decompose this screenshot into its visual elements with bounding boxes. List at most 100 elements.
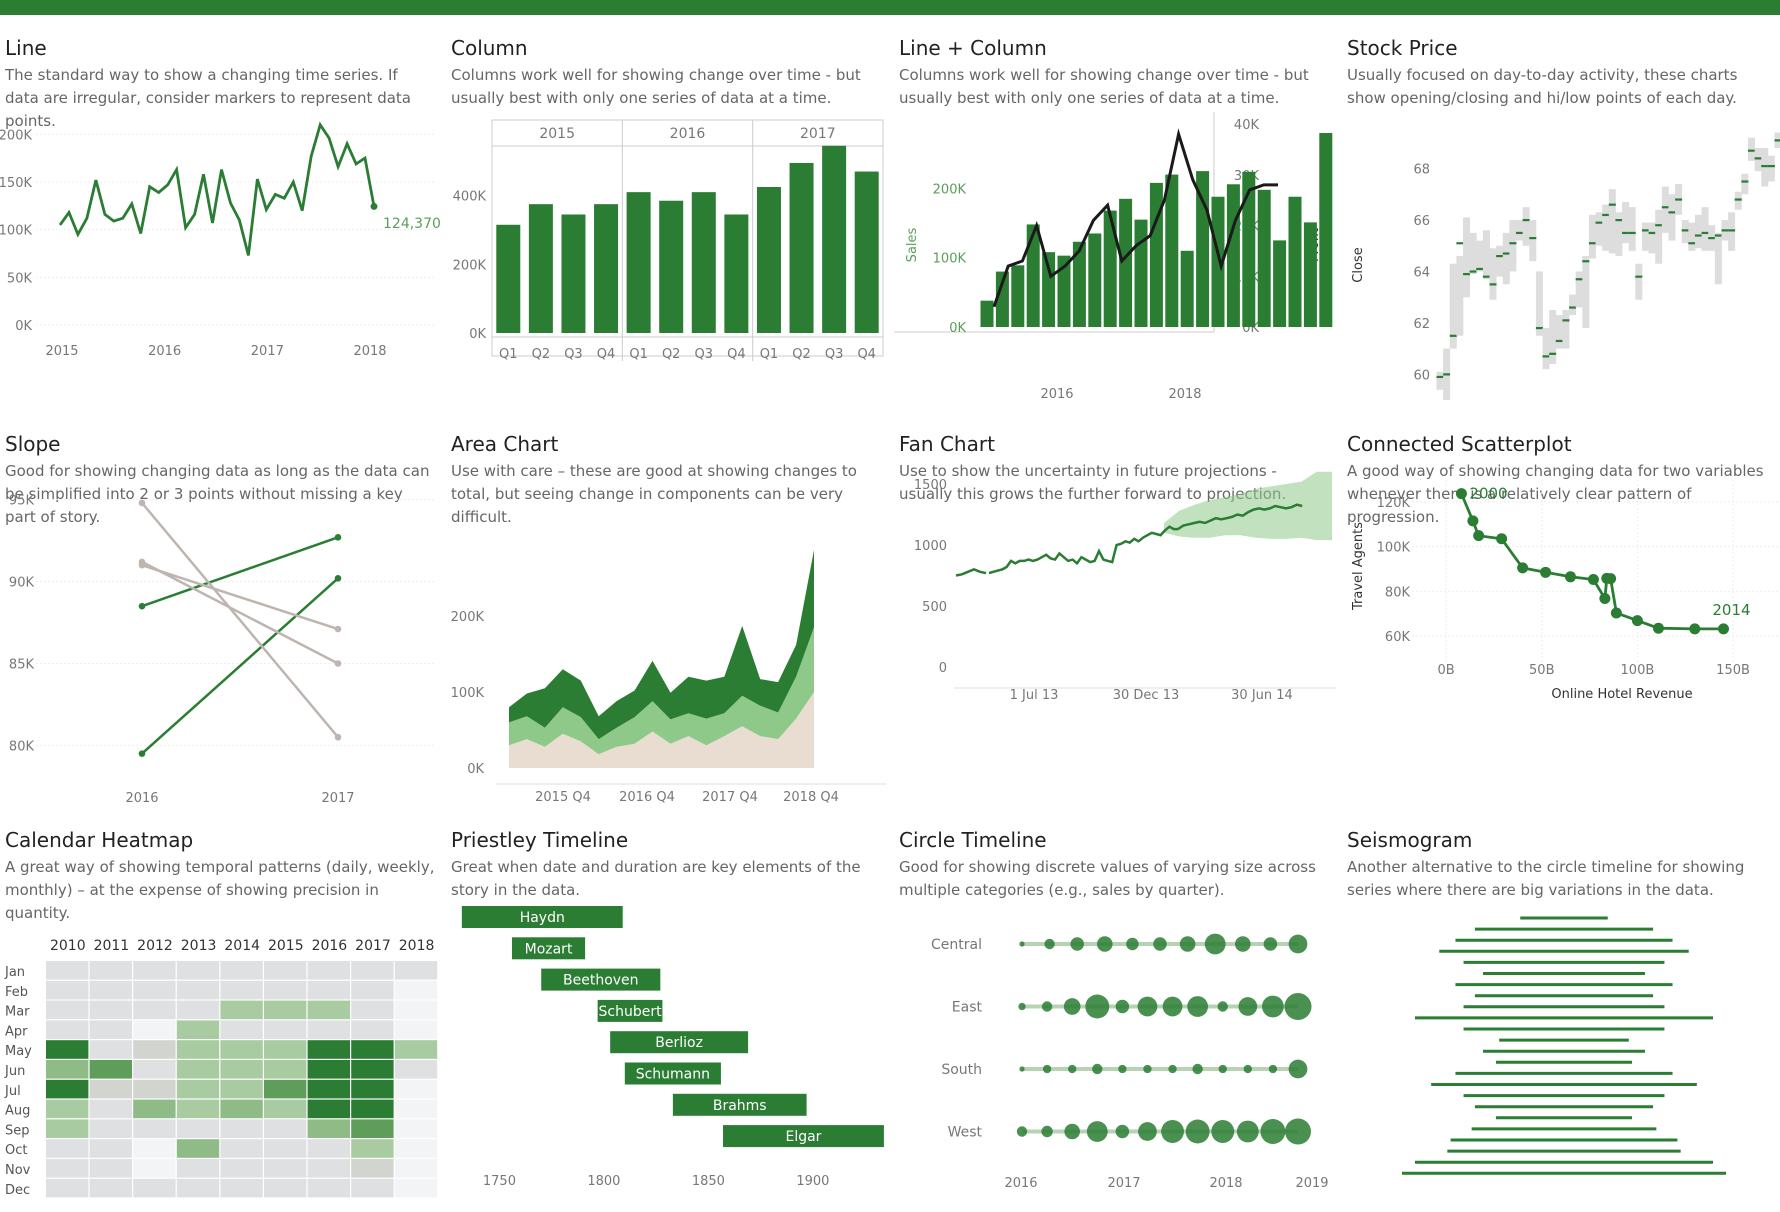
heatmap-cell (307, 1000, 350, 1020)
close-tick (1443, 373, 1451, 376)
hi-low-range (1608, 189, 1616, 254)
category-label: East (952, 1000, 983, 1016)
hi-low-range (1641, 222, 1649, 251)
x-tick-label: 2016 (125, 791, 158, 806)
value-circle (1179, 936, 1196, 952)
heatmap-cell (394, 1178, 438, 1198)
bar (594, 204, 619, 333)
value-circle (1097, 936, 1113, 952)
heatmap-cell (220, 1040, 263, 1059)
panel-title: Line + Column (899, 36, 1047, 60)
hi-low-range (1449, 263, 1457, 349)
heatmap-cell (176, 1040, 220, 1059)
area-chart: 200K 100K 0K 2015 Q4 2016 Q4 2017 Q4 2018 Q4 (451, 549, 886, 805)
heatmap-cell (351, 961, 394, 980)
timeline-label: Brahms (713, 1098, 767, 1114)
bar (1057, 255, 1071, 327)
hi-low-range (1489, 248, 1497, 300)
value-circle (1143, 1064, 1152, 1074)
close-tick (1549, 352, 1557, 355)
x-tick-label: 30 Dec 13 (1113, 688, 1180, 703)
panel-description: Columns work well for showing change ove… (899, 66, 1309, 107)
y-tick-label: 80K (9, 739, 35, 754)
y-tick-label: 85K (9, 658, 35, 673)
heatmap-cell (46, 1139, 89, 1158)
slope-point (334, 575, 342, 582)
heatmap-cell (133, 1000, 176, 1020)
x-tick-label: 1 Jul 13 (1010, 688, 1059, 703)
x-axis-label: Online Hotel Revenue (1551, 687, 1692, 702)
timeline-label: Schubert (598, 1004, 662, 1020)
heatmap-cell (264, 1139, 307, 1158)
close-tick (1701, 231, 1709, 235)
bar (1288, 196, 1302, 327)
heatmap-cell (264, 1020, 307, 1039)
heatmap-cell (46, 1159, 89, 1178)
x-tick-label: 1900 (796, 1174, 829, 1189)
panel-slope: Slope Good for showing changing data as … (0, 396, 442, 806)
y-tick-label: 80K (1385, 585, 1411, 600)
heatmap-cell (46, 1060, 89, 1079)
close-tick (1496, 255, 1504, 258)
hi-low-range (1747, 137, 1755, 161)
scatter-point (1496, 533, 1508, 545)
month-label: Oct (5, 1143, 27, 1158)
slope-point (138, 750, 146, 757)
scatter-point (1455, 488, 1467, 500)
close-tick (1754, 157, 1762, 160)
y-tick-label: 68 (1413, 163, 1430, 178)
close-tick (1529, 237, 1537, 240)
bar (1072, 241, 1086, 327)
close-tick (1595, 221, 1603, 224)
circle-timeline: Central East South West 2016 2017 2018 2019 (931, 933, 1329, 1191)
heatmap-cell (220, 1079, 263, 1099)
close-tick (1436, 375, 1444, 379)
y-tick-label: 100K (1377, 541, 1411, 556)
close-tick (1615, 219, 1623, 222)
panel-title: Slope (5, 432, 61, 456)
quarter-label: Q2 (662, 347, 681, 362)
value-circle (1263, 937, 1278, 951)
panel-description: Good for showing discrete values of vary… (899, 858, 1316, 899)
month-label: Jul (4, 1084, 21, 1099)
x-tick-label: 50B (1529, 663, 1554, 678)
heatmap-cell (264, 1119, 307, 1138)
heatmap-cell (176, 1099, 220, 1119)
heatmap-cell (46, 980, 89, 1000)
y-tick-label: 150K (0, 176, 32, 191)
heatmap-cell (133, 1060, 176, 1079)
close-tick (1635, 275, 1643, 278)
y-tick-label: 120K (1377, 496, 1411, 511)
month-label: Nov (5, 1163, 31, 1178)
value-circle (1192, 1063, 1203, 1075)
heatmap-cell (89, 961, 132, 980)
y-tick-label: 200K (453, 258, 487, 273)
hi-low-range (1602, 204, 1610, 251)
hi-low-range (1476, 240, 1484, 272)
close-tick (1622, 231, 1630, 235)
x-tick-label: 2015 (45, 344, 78, 359)
heatmap-cell (351, 1139, 394, 1158)
heatmap-cell (351, 1020, 394, 1039)
scatter-point (1587, 573, 1599, 585)
heatmap-cell (176, 1060, 220, 1079)
timeline-bar (511, 937, 586, 960)
bar (1303, 222, 1317, 327)
y-tick-label: 200K (0, 128, 32, 143)
category-label: West (948, 1125, 983, 1141)
hi-low-range (1754, 148, 1762, 172)
heatmap-cell (133, 1099, 176, 1119)
end-point (370, 202, 378, 210)
area-layer1 (509, 692, 814, 768)
heatmap-cell (307, 1079, 350, 1099)
close-tick (1582, 260, 1590, 263)
slope-point (138, 561, 146, 569)
hi-low-range (1582, 256, 1590, 328)
panel-title: Column (451, 36, 528, 60)
heatmap-cell (220, 1119, 263, 1138)
close-tick (1668, 211, 1676, 214)
bar (1242, 171, 1256, 327)
hi-low-range (1635, 263, 1643, 300)
value-circle (1153, 937, 1167, 951)
hi-low-range (1502, 232, 1510, 285)
